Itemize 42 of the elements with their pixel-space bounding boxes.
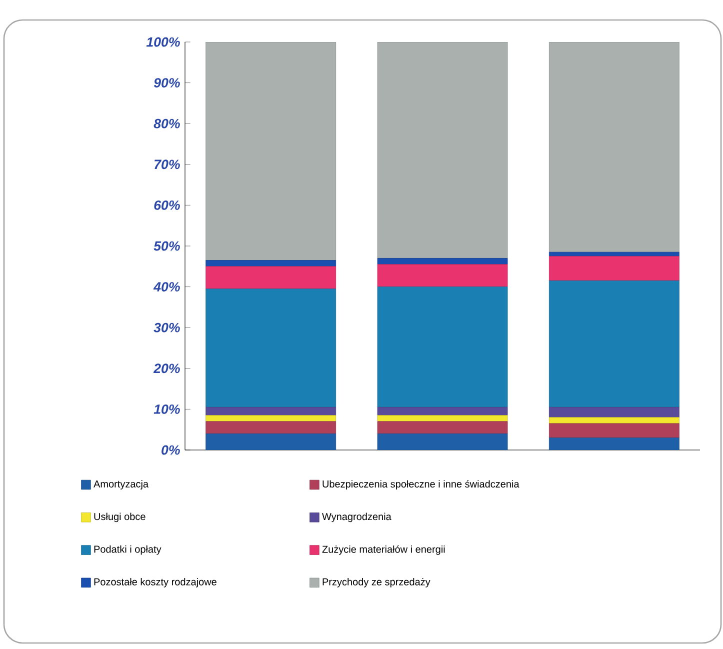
y-tick-label: 100% bbox=[146, 37, 180, 47]
bar bbox=[548, 417, 680, 424]
y-tick-label: 70% bbox=[154, 160, 180, 170]
y-tick-label: 0% bbox=[162, 445, 180, 455]
bar bbox=[548, 438, 680, 450]
bar bbox=[548, 42, 680, 252]
legend-label: Amortyzacja bbox=[94, 480, 149, 490]
bar bbox=[377, 258, 508, 265]
bar bbox=[206, 421, 336, 434]
bar bbox=[206, 42, 336, 260]
bar bbox=[206, 288, 336, 408]
bar bbox=[206, 266, 336, 290]
legend-label: Przychody ze sprzedaży bbox=[322, 578, 430, 588]
bar bbox=[377, 406, 508, 416]
legend-label: Pozostałe koszty rodzajowe bbox=[94, 578, 216, 588]
bar bbox=[377, 433, 508, 450]
bar bbox=[377, 415, 508, 422]
bar bbox=[206, 406, 336, 416]
y-tick-label: 50% bbox=[154, 241, 180, 251]
bar bbox=[206, 433, 336, 450]
y-tick-label: 40% bbox=[153, 282, 180, 292]
y-tick-label: 10% bbox=[154, 404, 180, 414]
bar bbox=[206, 415, 336, 422]
bar bbox=[206, 260, 336, 267]
legend-label: Ubezpieczenia społeczne i inne świadczenia bbox=[322, 480, 520, 490]
bar bbox=[377, 42, 508, 258]
bar bbox=[548, 256, 680, 281]
y-tick-label: 20% bbox=[153, 364, 180, 374]
y-tick-label: 60% bbox=[154, 200, 180, 210]
bar bbox=[377, 421, 508, 434]
bar bbox=[377, 286, 508, 408]
legend-label: Wynagrodzenia bbox=[322, 512, 392, 522]
bar bbox=[548, 280, 680, 408]
bar bbox=[548, 423, 680, 438]
bar bbox=[377, 264, 508, 287]
legend-label: Usługi obce bbox=[94, 512, 146, 522]
y-tick-label: 90% bbox=[154, 78, 180, 88]
legend-label: Zużycie materiałów i energii bbox=[322, 545, 445, 555]
bar bbox=[548, 406, 680, 418]
legend-label: Podatki i opłaty bbox=[94, 545, 162, 555]
y-tick-label: 30% bbox=[154, 322, 180, 332]
y-tick-label: 80% bbox=[154, 118, 180, 128]
